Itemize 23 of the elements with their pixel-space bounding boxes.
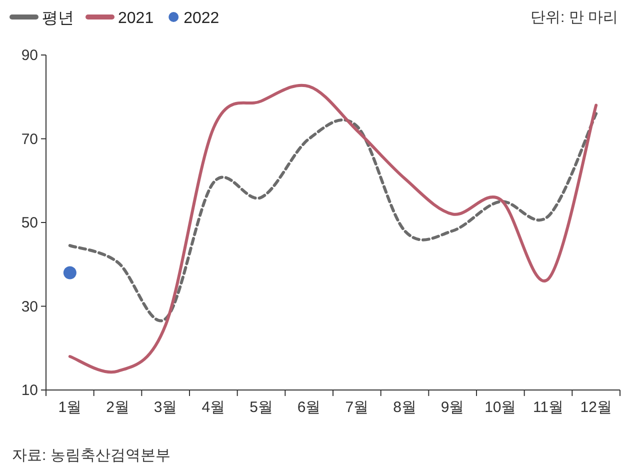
y-tick-label: 70: [21, 130, 38, 148]
x-tick-label: 3월: [154, 399, 178, 416]
y-tick-label: 50: [21, 214, 38, 232]
y-tick-label: 30: [21, 298, 38, 316]
x-tick-label: 10월: [484, 399, 516, 416]
y-tick-label: 10: [21, 382, 38, 399]
x-tick-label: 12월: [580, 399, 612, 416]
x-tick-label: 8월: [393, 399, 416, 416]
x-tick-label: 7월: [345, 399, 369, 416]
x-tick-label: 6월: [297, 399, 321, 416]
legend-label: 평년: [42, 10, 74, 27]
x-tick-label: 1월: [58, 399, 82, 416]
x-tick-label: 2월: [106, 399, 130, 416]
x-tick-label: 11월: [532, 399, 564, 416]
line-series: [68, 84, 598, 374]
x-tick-label: 5월: [250, 399, 273, 416]
legend-label: 2021: [118, 10, 154, 27]
x-tick-label: 9월: [440, 399, 464, 416]
legend-label: 2022: [184, 10, 220, 27]
text: 자료: 농림축산검역본부: [12, 447, 170, 464]
y-tick-label: 90: [21, 47, 38, 64]
x-tick-label: 4월: [202, 399, 226, 416]
chart-subtitle: 단위: 만 마리: [530, 9, 618, 26]
